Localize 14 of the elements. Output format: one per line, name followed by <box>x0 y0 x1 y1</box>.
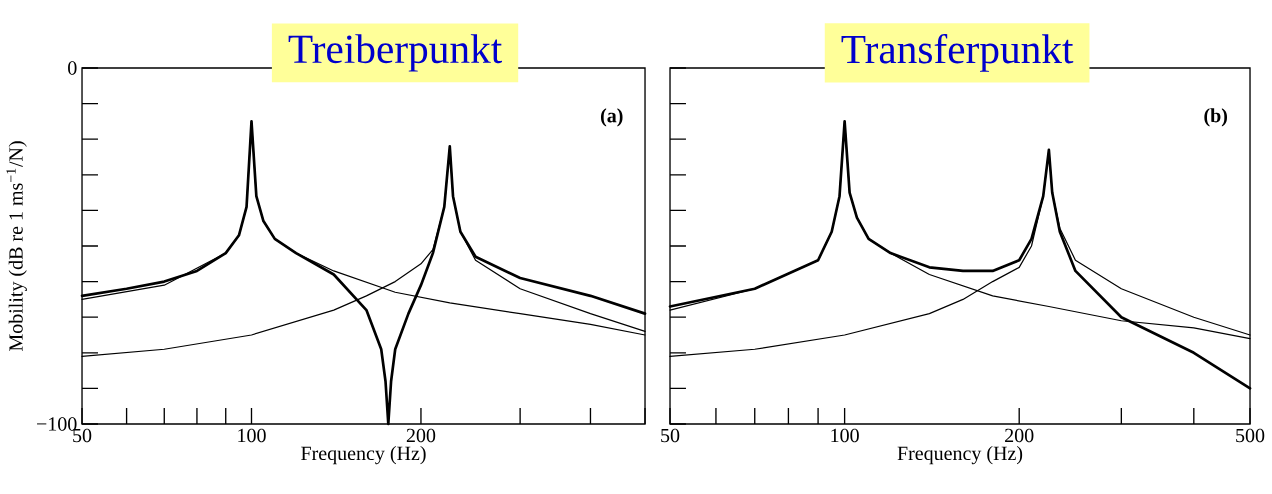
x-tick-label: 50 <box>661 428 680 443</box>
chart-title: Transferpunkt <box>841 33 1074 72</box>
annotation: (a) <box>600 108 623 127</box>
x-tick-label: 200 <box>1005 428 1034 443</box>
annotation: (b) <box>1204 108 1228 127</box>
x-tick-label: 500 <box>1236 428 1265 443</box>
chart-title: Treiberpunkt <box>288 34 502 72</box>
x-axis-title: Frequency (Hz) <box>897 446 1023 465</box>
y-tick-label: 0 <box>68 61 77 75</box>
x-tick-label: 200 <box>406 428 436 443</box>
y-axis-title: Mobility (dB re 1 ms$^{−1}$/N) <box>6 141 27 351</box>
x-axis-title: Frequency (Hz) <box>301 446 426 465</box>
x-tick-label: 100 <box>831 428 859 443</box>
x-tick-label: 100 <box>238 428 266 443</box>
